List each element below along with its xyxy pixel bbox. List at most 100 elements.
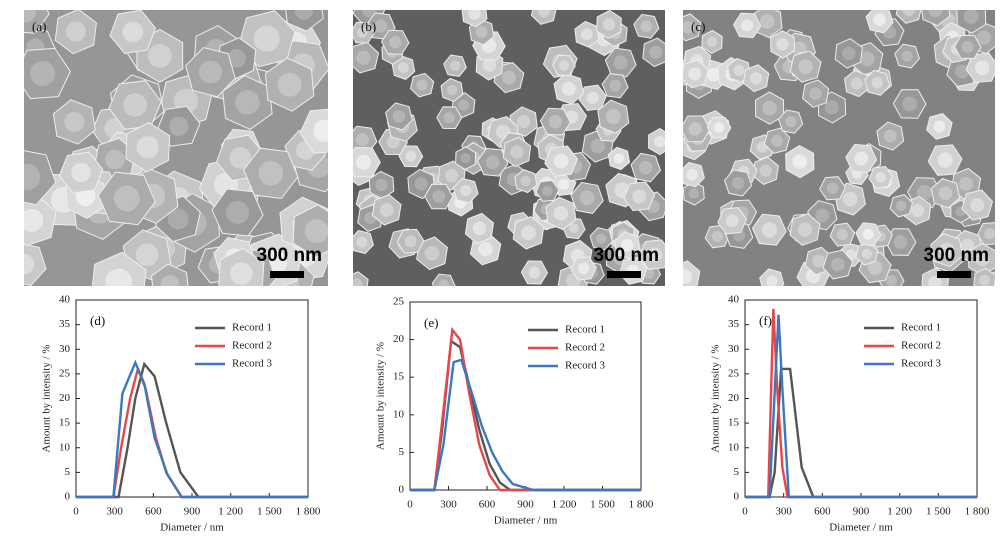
x-tick-label: 1 800 [296,506,321,518]
scale-text: 300 nm [924,245,989,266]
crystal-face [688,188,699,199]
crystal-face [883,129,897,143]
x-tick-label: 1 500 [926,506,951,518]
y-tick-label: 20 [393,333,405,345]
scale-text: 300 nm [594,245,659,266]
crystal-face [653,135,665,148]
crystal-face [970,198,985,213]
crystal-face [375,178,388,192]
x-tick-label: 1 200 [887,506,912,518]
crystal-face [759,164,772,177]
crystal-face [356,27,368,38]
crystal-face [482,58,497,72]
y-tick-label: 35 [59,318,71,330]
panel-label: (b) [361,19,376,34]
crystal-face [809,87,822,100]
y-tick-label: 5 [399,446,405,458]
crystal-face [896,200,907,211]
crystal-face [147,43,172,68]
crystal-face [621,239,634,252]
x-tick-label: 0 [407,499,413,511]
y-tick-label: 10 [728,441,740,453]
x-tick-label: 300 [106,506,123,518]
x-tick-label: 600 [479,499,496,511]
crystal-face [955,64,970,79]
x-tick-label: 900 [517,499,534,511]
y-tick-label: 0 [734,491,740,503]
crystal-face [688,67,702,81]
crystal-face [885,275,898,286]
crystal-face [24,10,36,23]
crystal-face [963,10,979,25]
y-tick-label: 20 [728,392,740,404]
crystal-face [304,219,328,243]
crystal-face [113,185,140,212]
plot-frame [75,299,309,498]
legend-label: Record 3 [565,360,606,372]
y-tick-label: 5 [65,466,71,478]
crystal-face [356,50,371,65]
crystal-face [136,136,159,159]
crystal-face [605,109,621,125]
scale-bar [937,271,971,278]
crystal-face [392,110,406,123]
crystal-face [520,175,531,187]
y-tick-label: 15 [393,371,405,383]
crystal-face [198,60,222,84]
crystal-face [229,262,253,285]
crystal-face [928,276,942,286]
crystal-face [725,214,739,228]
series-line [76,361,308,499]
crystal-face [105,149,125,170]
crystal-face [711,231,723,243]
y-tick-label: 25 [393,296,405,308]
crystal-face [960,238,975,253]
crystal-face [521,225,536,241]
crystal-face [460,184,472,197]
series-line [410,326,641,492]
crystal-face [933,120,946,133]
x-tick-label: 1 200 [218,506,243,518]
crystal-face [227,49,247,68]
crystal-face [859,51,875,67]
x-tick-label: 1 500 [257,506,282,518]
crystal-face [24,163,41,191]
crystal [24,243,47,286]
crystal-face [596,233,607,244]
crystal-face [713,122,725,133]
crystal-face [501,70,516,85]
crystal-face [577,262,590,275]
crystal-face [815,208,830,223]
panel-label: (e) [424,315,438,330]
y-axis-label: Amount by intensity / % [375,342,387,450]
panel-label: (f) [759,313,772,328]
crystal-face [510,145,524,159]
y-tick-label: 15 [59,417,71,429]
crystal-face [468,10,481,20]
legend-label: Record 1 [232,322,272,334]
y-tick-label: 15 [728,417,740,429]
crystal-face [445,169,459,183]
crystal-face [893,235,908,249]
crystal-face [826,182,839,195]
x-tick-label: 0 [73,506,79,518]
crystal-face [405,150,417,162]
crystal-face [686,168,698,181]
legend-label: Record 1 [565,324,605,336]
crystal-face [277,72,302,97]
x-tick-label: 900 [853,506,870,518]
crystal-face [854,151,869,166]
crystal-face [586,91,599,104]
crystal-face [749,72,763,85]
crystal-face [842,46,856,61]
crystal-face [831,257,845,272]
sem-image: (c) 300 nm [683,10,995,286]
crystal-face [632,189,647,204]
crystal-face [568,223,579,234]
crystal-face [911,204,924,218]
crystal-face [683,269,692,284]
y-tick-label: 35 [728,318,740,330]
crystal-face [485,155,500,170]
crystal-face [24,208,44,232]
scale-bar [607,271,641,278]
